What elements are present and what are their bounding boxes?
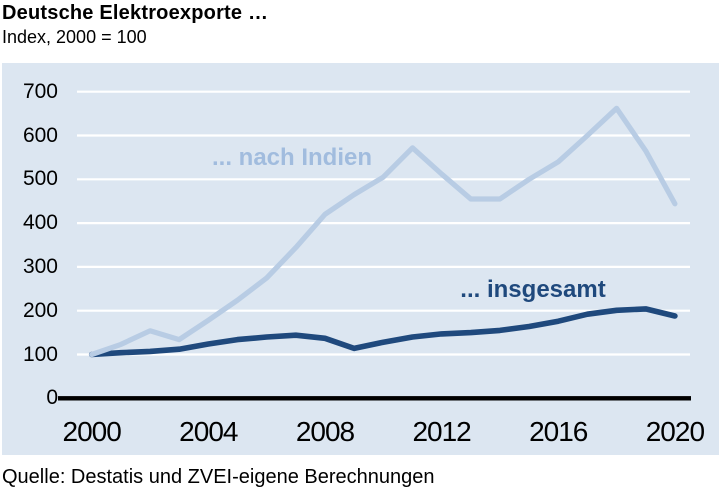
x-axis-tick-label: 2016 (529, 416, 588, 447)
y-axis-tick-label: 200 (22, 298, 58, 322)
y-axis-tick-label: 400 (22, 211, 58, 235)
series-label-nach-indien: ... nach Indien (211, 144, 373, 171)
x-axis-tick-label: 2012 (412, 416, 471, 447)
x-axis-tick-label: 2008 (295, 416, 355, 447)
y-axis-tick-label: 0 (46, 386, 58, 410)
x-axis-tick-label: 2000 (62, 416, 122, 447)
source-caption: Quelle: Destatis und ZVEI-eigene Berechn… (2, 466, 435, 488)
y-axis-tick-label: 100 (22, 342, 58, 366)
plot-panel (2, 63, 719, 455)
y-axis-tick-label: 500 (22, 167, 58, 191)
chart-title: Deutsche Elektroexporte … (2, 2, 269, 24)
x-axis-tick-label: 2004 (179, 416, 238, 447)
chart-subtitle: Index, 2000 = 100 (2, 27, 147, 47)
series-label-insgesamt: ... insgesamt (460, 276, 606, 303)
y-axis-tick-label: 600 (22, 123, 58, 147)
x-axis-tick-label: 2020 (645, 416, 705, 447)
y-axis-tick-label: 300 (22, 254, 58, 278)
y-axis-tick-label: 700 (22, 79, 58, 103)
